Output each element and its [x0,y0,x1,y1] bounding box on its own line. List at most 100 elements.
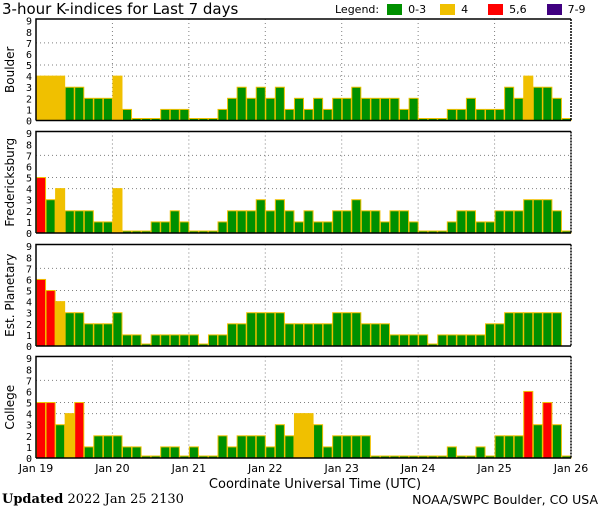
y-tick-label: 5 [26,174,32,185]
bar-boulder-8 [112,75,123,122]
bar-fredericksburg-4 [74,210,85,234]
bar-est-planetary-14 [169,334,180,347]
bar-boulder-33 [351,86,362,122]
y-tick-label: 5 [26,61,32,72]
bar-boulder-4 [74,86,85,122]
bar-est-planetary-19 [217,334,228,347]
bar-fredericksburg-2 [55,188,66,234]
bar-est-planetary-48 [494,323,505,347]
bar-boulder-43 [446,108,457,122]
bar-fredericksburg-32 [341,210,352,234]
bar-college-28 [303,413,314,459]
bar-est-planetary-7 [102,323,113,347]
bar-college-16 [188,446,199,459]
bar-boulder-47 [485,108,496,122]
bar-fredericksburg-52 [532,199,543,234]
bar-boulder-0 [36,75,47,122]
bar-est-planetary-45 [465,334,476,347]
bar-college-50 [513,435,524,459]
bar-fredericksburg-27 [293,221,305,234]
bar-fredericksburg-12 [150,221,161,234]
bar-college-24 [265,446,276,459]
bar-boulder-13 [160,108,171,122]
panel-label-boulder: Boulder [3,46,17,93]
y-tick-label: 8 [26,140,32,151]
legend-swatch-yellow [440,4,456,15]
bar-fredericksburg-6 [93,221,104,234]
x-tick-label: Jan 25 [476,462,511,475]
bar-fredericksburg-21 [236,210,247,234]
bar-boulder-38 [399,108,410,122]
bar-fredericksburg-31 [332,210,343,234]
bar-college-9 [121,446,133,459]
bar-est-planetary-21 [236,323,247,347]
bar-college-49 [504,435,515,459]
panel-label-college: College [3,385,17,430]
bar-boulder-21 [236,86,247,122]
y-tick-label: 3 [26,421,32,432]
bar-boulder-2 [55,75,66,122]
bar-est-planetary-22 [246,312,257,347]
y-tick-label: 6 [26,275,32,286]
legend: Legend: 0-3 4 5,6 7-9 [335,3,600,16]
bar-fredericksburg-20 [227,210,238,234]
y-tick-label: 4 [26,185,32,196]
bar-boulder-44 [456,108,467,122]
bar-fredericksburg-35 [370,210,381,234]
bar-boulder-6 [93,97,104,122]
legend-swatch-green [387,4,403,15]
chart-title: 3-hour K-indices for Last 7 days [2,0,239,18]
bar-college-54 [551,424,562,459]
legend-swatch-red [488,4,504,15]
y-tick-label: 1 [26,443,32,454]
y-tick-label: 2 [26,207,32,218]
bar-boulder-35 [370,97,381,122]
bar-fredericksburg-29 [313,221,324,234]
y-tick-label: 2 [26,432,32,443]
bar-fredericksburg-53 [542,199,553,234]
bar-est-planetary-31 [332,312,343,347]
y-tick-label: 3 [26,196,32,207]
bar-fredericksburg-46 [475,221,486,234]
bar-est-planetary-39 [408,334,419,347]
bar-college-19 [217,435,228,459]
y-tick-label: 2 [26,320,32,331]
bar-college-27 [293,413,305,459]
bar-boulder-30 [322,108,333,122]
bar-est-planetary-54 [551,312,562,347]
x-tick-label: Jan 19 [18,462,53,475]
bar-fredericksburg-36 [379,221,390,234]
bar-fredericksburg-48 [494,210,505,234]
bar-boulder-37 [389,97,400,122]
x-tick-label: Jan 24 [400,462,435,475]
y-tick-label: 1 [26,105,32,116]
y-tick-label: 7 [26,264,32,275]
bar-college-8 [112,435,123,459]
bar-boulder-54 [551,97,562,122]
bar-boulder-53 [542,86,553,122]
bar-est-planetary-50 [513,312,524,347]
bar-boulder-24 [265,97,276,122]
bar-est-planetary-18 [207,334,219,347]
updated-timestamp: Updated 2022 Jan 25 2130 [2,492,184,507]
panel-label-fredericksburg: Fredericksburg [3,138,17,227]
y-tick-label: 2 [26,94,32,105]
bar-fredericksburg-33 [351,199,362,234]
plot-frame [35,18,571,121]
bar-est-planetary-52 [532,312,543,347]
bar-est-planetary-47 [485,323,496,347]
bar-fredericksburg-43 [446,221,457,234]
plot-frame [35,130,571,233]
bar-est-planetary-51 [523,312,534,347]
bar-est-planetary-27 [293,323,305,347]
bar-est-planetary-13 [160,334,171,347]
bar-est-planetary-33 [351,312,362,347]
y-tick-label: 6 [26,387,32,398]
y-tick-label: 0 [26,229,32,240]
y-tick-label: 7 [26,376,32,387]
bar-fredericksburg-13 [160,221,171,234]
bar-fredericksburg-24 [265,210,276,234]
bar-college-48 [494,435,505,459]
bar-est-planetary-16 [188,334,199,347]
